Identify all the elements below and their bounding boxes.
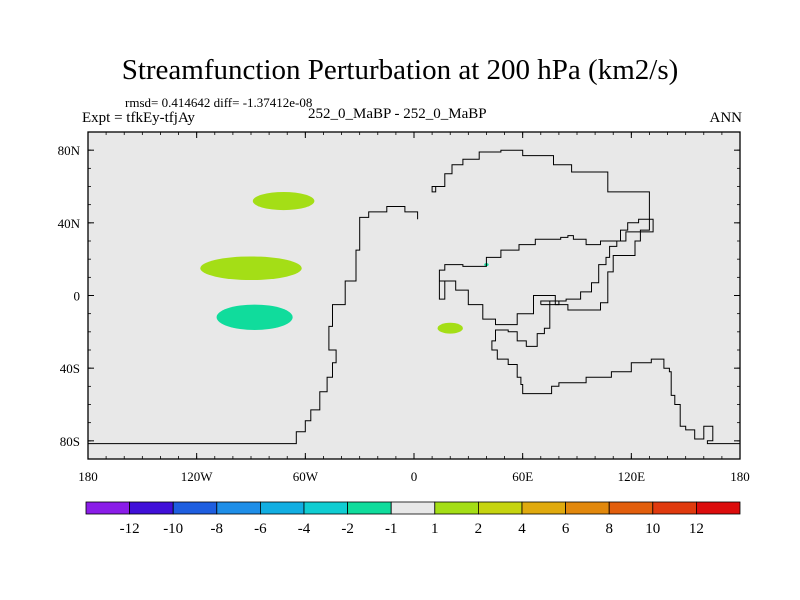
- contour-region: [252, 191, 315, 211]
- center-subtitle: 252_0_MaBP - 252_0_MaBP: [308, 106, 487, 122]
- x-tick-label: 0: [411, 469, 418, 484]
- colorbar-box: [565, 501, 610, 515]
- colorbar-box: [521, 501, 566, 515]
- colorbar-label: 1: [431, 521, 439, 537]
- colorbar-box: [652, 501, 697, 515]
- colorbar-label: -12: [120, 521, 140, 537]
- x-tick-label: 180: [78, 469, 98, 484]
- colorbar-box: [216, 501, 261, 515]
- map-layer: [88, 132, 740, 459]
- x-tick-label: 60E: [512, 469, 533, 484]
- colorbar-label: -1: [385, 521, 398, 537]
- colorbar-box: [259, 501, 305, 515]
- map-background: [88, 132, 740, 459]
- colorbar-label: -10: [163, 521, 183, 537]
- colorbar-box: [434, 501, 479, 515]
- y-tick-label: 40N: [58, 216, 81, 231]
- x-tick-label: 60W: [293, 469, 319, 484]
- colorbar-label: 8: [605, 521, 613, 537]
- right-subtitle: ANN: [709, 110, 743, 126]
- colorbar-box: [129, 501, 174, 515]
- x-tick-label: 180: [730, 469, 750, 484]
- colorbar-label: 10: [645, 521, 660, 537]
- y-tick-label: 80N: [58, 143, 81, 158]
- colorbar-box: [303, 501, 348, 515]
- y-tick-label: 0: [74, 289, 81, 304]
- left-subtitle: Expt = tfkEy-tfjAy: [82, 110, 195, 126]
- colorbar-box: [85, 501, 130, 515]
- colorbar-label: -8: [211, 521, 224, 537]
- contour-region: [200, 256, 302, 281]
- colorbar-label: -4: [298, 521, 311, 537]
- x-tick-label: 120E: [618, 469, 646, 484]
- colorbar-box: [608, 501, 654, 515]
- coastline: [88, 206, 419, 445]
- coastline: [431, 149, 740, 445]
- colorbar: -12 -10 -8 -6 -4 -2 -1 1 2 4 6 8 10 12: [85, 501, 741, 537]
- colorbar-label: 12: [689, 521, 704, 537]
- colorbar-box: [347, 501, 392, 515]
- coastline: [540, 300, 560, 306]
- colorbar-label: -6: [254, 521, 267, 537]
- colorbar-box: [696, 501, 741, 515]
- colorbar-box: [477, 501, 523, 515]
- y-tick-label: 80S: [60, 434, 80, 449]
- stats-line: rmsd= 0.414642 diff= -1.37412e-08: [125, 95, 313, 110]
- x-tick-label: 120W: [181, 469, 214, 484]
- colorbar-label: 4: [518, 521, 526, 537]
- colorbar-label: 2: [475, 521, 483, 537]
- axis-layer: 180 120W 60W 0 60E 120E 180 80N 40N 0 40S 80S: [58, 131, 750, 484]
- colorbar-label: 6: [562, 521, 570, 537]
- colorbar-label: -2: [341, 521, 354, 537]
- y-tick-label: 40S: [60, 361, 80, 376]
- contour-region: [216, 304, 293, 331]
- contour-region: [437, 322, 463, 334]
- chart-title: Streamfunction Perturbation at 200 hPa (…: [121, 54, 679, 86]
- colorbar-box: [172, 501, 218, 515]
- colorbar-box: [390, 501, 436, 515]
